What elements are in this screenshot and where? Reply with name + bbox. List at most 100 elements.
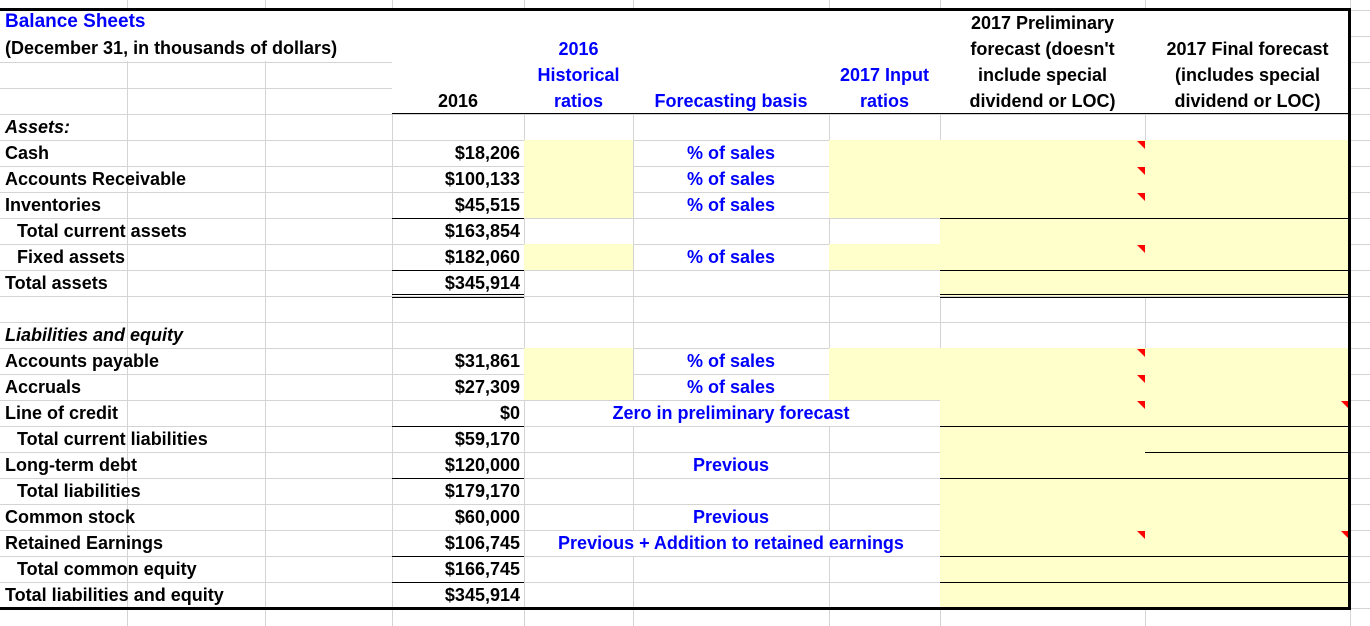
historical-ratio-cell[interactable] [524, 140, 633, 166]
historical-ratio-cell[interactable] [524, 192, 633, 218]
comment-indicator-icon[interactable] [1137, 349, 1145, 357]
row-label: Common stock [5, 507, 136, 527]
value-2016: $100,133 [444, 169, 520, 189]
comment-indicator-icon[interactable] [1137, 245, 1145, 253]
final-forecast-cell[interactable] [1145, 478, 1350, 504]
header-border [392, 113, 1350, 114]
preliminary-forecast-cell[interactable] [940, 530, 1145, 556]
final-forecast-cell[interactable] [1145, 530, 1350, 556]
input-ratio-cell[interactable] [829, 374, 940, 400]
historical-ratio-cell[interactable] [524, 374, 633, 400]
header-line: ratios [859, 91, 910, 111]
gridline-row [0, 322, 1370, 323]
historical-ratio-cell[interactable] [524, 244, 633, 270]
forecasting-basis: % of sales [686, 195, 776, 215]
comment-indicator-icon[interactable] [1137, 375, 1145, 383]
forecasting-basis: % of sales [686, 377, 776, 397]
final-forecast-cell[interactable] [1145, 348, 1350, 374]
value-2016: $0 [499, 403, 520, 423]
preliminary-forecast-cell[interactable] [940, 504, 1145, 530]
value-2016: $120,000 [444, 455, 520, 475]
double-border-line [392, 297, 524, 298]
row-label: Long-term debt [5, 455, 137, 475]
comment-indicator-icon[interactable] [1137, 401, 1145, 409]
gridline-col [524, 0, 525, 626]
comment-indicator-icon[interactable] [1137, 167, 1145, 175]
final-forecast-cell[interactable] [1145, 244, 1350, 270]
preliminary-forecast-cell[interactable] [940, 244, 1145, 270]
header-line: Historical [537, 65, 620, 85]
final-forecast-cell[interactable] [1145, 374, 1350, 400]
final-forecast-cell[interactable] [1145, 582, 1350, 608]
value-2016: $106,745 [444, 533, 520, 553]
input-ratio-cell[interactable] [829, 166, 940, 192]
final-forecast-cell[interactable] [1145, 270, 1350, 296]
border-line [392, 478, 524, 479]
header-line: 2016 [558, 39, 599, 59]
final-forecast-cell[interactable] [1145, 140, 1350, 166]
header-line: include special [977, 65, 1108, 85]
gridline-row [0, 296, 1370, 297]
final-forecast-cell[interactable] [1145, 218, 1350, 244]
preliminary-forecast-cell[interactable] [940, 374, 1145, 400]
preliminary-forecast-cell[interactable] [940, 270, 1145, 296]
row-label: Line of credit [5, 403, 119, 423]
comment-indicator-icon[interactable] [1341, 531, 1349, 539]
historical-ratio-cell[interactable] [524, 348, 633, 374]
row-label: Liabilities and equity [5, 325, 184, 345]
comment-indicator-icon[interactable] [1137, 193, 1145, 201]
preliminary-forecast-cell[interactable] [940, 400, 1145, 426]
input-ratio-cell[interactable] [829, 348, 940, 374]
border-line [940, 478, 1350, 479]
row-label: Total common equity [17, 559, 197, 579]
forecasting-basis: % of sales [686, 143, 776, 163]
final-forecast-cell[interactable] [1145, 426, 1350, 452]
forecasting-basis: Zero in preliminary forecast [612, 403, 850, 423]
final-forecast-cell[interactable] [1145, 192, 1350, 218]
input-ratio-cell[interactable] [829, 244, 940, 270]
border-line [940, 426, 1350, 427]
border-line [940, 218, 1350, 219]
final-forecast-cell[interactable] [1145, 556, 1350, 582]
gridline-col [127, 0, 128, 626]
comment-indicator-icon[interactable] [1341, 401, 1349, 409]
preliminary-forecast-cell[interactable] [940, 166, 1145, 192]
forecasting-basis: Previous [692, 507, 770, 527]
preliminary-forecast-cell[interactable] [940, 582, 1145, 608]
header-final-forecast: 2017 Final forecast (includes special di… [1145, 36, 1350, 114]
gridline-row [0, 374, 1370, 375]
comment-indicator-icon[interactable] [1137, 141, 1145, 149]
row-label: Inventories [5, 195, 102, 215]
final-forecast-cell[interactable] [1145, 400, 1350, 426]
input-ratio-cell[interactable] [829, 192, 940, 218]
gridline-row [0, 530, 1370, 531]
gridline-row [0, 556, 1370, 557]
input-ratio-cell[interactable] [829, 140, 940, 166]
border-line [940, 556, 1350, 557]
preliminary-forecast-cell[interactable] [940, 556, 1145, 582]
double-border-line [392, 294, 524, 295]
header-forecasting-basis: Forecasting basis [654, 91, 808, 111]
preliminary-forecast-cell[interactable] [940, 348, 1145, 374]
gridline-row [0, 348, 1370, 349]
preliminary-forecast-cell[interactable] [940, 426, 1145, 452]
final-forecast-cell[interactable] [1145, 166, 1350, 192]
header-line: forecast (doesn't [970, 39, 1115, 59]
double-border-line [940, 297, 1350, 298]
final-forecast-cell[interactable] [1145, 504, 1350, 530]
row-label: Total current assets [17, 221, 187, 241]
preliminary-forecast-cell[interactable] [940, 218, 1145, 244]
preliminary-forecast-cell[interactable] [940, 192, 1145, 218]
comment-indicator-icon[interactable] [1137, 531, 1145, 539]
header-input-ratios: 2017 Input ratios [829, 62, 940, 114]
outer-border-top [0, 8, 1351, 11]
preliminary-forecast-cell[interactable] [940, 140, 1145, 166]
final-forecast-cell[interactable] [1145, 452, 1350, 478]
value-2016: $27,309 [454, 377, 520, 397]
preliminary-forecast-cell[interactable] [940, 452, 1145, 478]
gridline-row [0, 244, 1370, 245]
outer-border-bottom [0, 607, 1351, 610]
header-line: 2017 Input [839, 65, 930, 85]
preliminary-forecast-cell[interactable] [940, 478, 1145, 504]
historical-ratio-cell[interactable] [524, 166, 633, 192]
